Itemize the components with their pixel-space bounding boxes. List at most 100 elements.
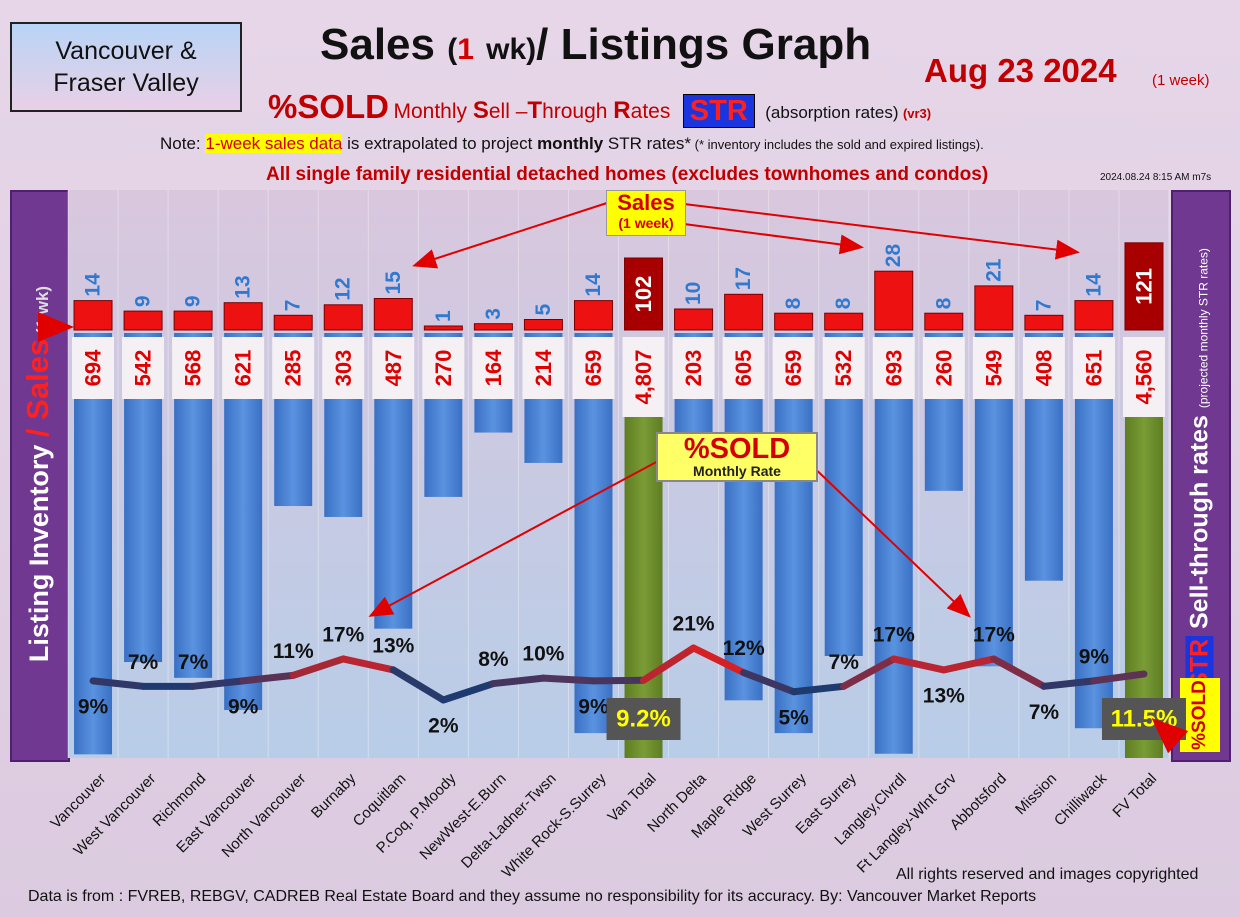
value-label: 532 — [831, 350, 856, 387]
pct-label: 9% — [228, 695, 259, 718]
value-label-box — [722, 337, 765, 399]
sales-label: 9 — [182, 295, 205, 307]
value-label-box — [172, 337, 215, 399]
sold-arrow-badge — [1151, 717, 1189, 754]
homes-line: All single family residential detached h… — [266, 164, 989, 185]
pct-label: 7% — [1029, 701, 1060, 724]
pct-label: 5% — [778, 706, 809, 729]
sold-line-segment — [89, 677, 147, 690]
sales-label: 7 — [282, 300, 305, 312]
value-label: 568 — [181, 350, 206, 387]
value-label: 164 — [481, 349, 506, 386]
x-tick-label: Chilliwack — [1051, 770, 1111, 830]
sold-line-segment — [790, 682, 848, 696]
value-label: 4,560 — [1131, 349, 1156, 404]
sales-bar — [273, 314, 313, 331]
note-line: Note: 1-week sales data is extrapolated … — [160, 134, 984, 153]
sold-arrow-right — [805, 459, 971, 618]
sales-label: 28 — [882, 244, 905, 268]
listing-bar — [574, 333, 613, 734]
pct-label: 7% — [178, 651, 209, 674]
str-badge: STR — [682, 94, 755, 128]
x-tick-label: Mission — [1012, 770, 1060, 818]
sales-bar — [1024, 314, 1064, 331]
sold-line-segment — [439, 680, 497, 704]
value-label: 487 — [381, 350, 406, 387]
sales-bar — [123, 310, 163, 331]
sales-label: 14 — [82, 273, 105, 297]
subtitle-sold: %SOLD — [268, 88, 390, 125]
value-label: 203 — [681, 350, 706, 387]
title-paren-open: ( — [447, 33, 458, 66]
value-label-box — [1122, 337, 1165, 417]
sold-line-segment — [740, 669, 798, 696]
value-label-box — [922, 337, 965, 399]
sales-bar — [473, 323, 513, 331]
sales-arrow-left — [412, 201, 611, 269]
sold-line-segment — [289, 655, 347, 679]
source-line: Data is from : FVREB, REBGV, CADREB Real… — [28, 888, 1037, 905]
sold-line-segment — [1090, 670, 1148, 685]
sales-label: 1 — [432, 310, 455, 322]
report-date: Aug 23 2024 — [924, 52, 1117, 89]
sales-bar — [573, 300, 613, 331]
value-label: 408 — [1031, 350, 1056, 387]
subtitle-rates: Monthly Sell –Through Rates — [393, 97, 671, 124]
value-label-box — [322, 337, 365, 399]
sales-annotation: Sales (1 week) — [606, 190, 686, 236]
pct-label: 17% — [873, 623, 915, 646]
note-highlight: 1-week sales data — [205, 134, 343, 153]
value-label: 659 — [581, 350, 606, 387]
value-label: 270 — [431, 350, 456, 387]
sales-label: 7 — [1032, 300, 1055, 312]
pct-label: 9% — [78, 695, 109, 718]
value-label: 694 — [81, 349, 106, 386]
sales-label: 9 — [132, 295, 155, 307]
pct-label: 12% — [723, 637, 765, 660]
value-label: 659 — [781, 350, 806, 387]
copyright: All rights reserved and images copyright… — [896, 866, 1199, 883]
listing-bar — [774, 333, 813, 734]
sold-line-segment — [940, 655, 998, 674]
sales-bar — [523, 319, 563, 331]
sales-bar — [974, 285, 1014, 331]
sales-bar — [423, 325, 463, 331]
chart-title: Sales (1 wk)/ Listings Graph — [320, 20, 871, 70]
value-label: 549 — [981, 350, 1006, 387]
pct-label: 17% — [973, 623, 1015, 646]
region-line1: Vancouver & — [55, 37, 197, 65]
value-label-box — [622, 337, 665, 417]
value-label-box — [972, 337, 1015, 399]
value-label-box — [372, 337, 415, 399]
pct-label: 21% — [673, 613, 715, 636]
title-unit: wk) — [486, 33, 537, 66]
sold-line-segment — [189, 677, 247, 690]
value-label: 542 — [131, 350, 156, 387]
left-axis-panel — [10, 190, 70, 762]
value-label: 4,807 — [631, 349, 656, 404]
sales-label: 12 — [332, 277, 355, 300]
sales-bar — [373, 298, 413, 331]
sold-line-segment — [640, 644, 698, 684]
pct-label: 9% — [1079, 645, 1110, 668]
value-label: 260 — [931, 350, 956, 387]
sold-line-segment — [1040, 677, 1098, 690]
sales-bar — [724, 293, 764, 331]
sales-label: 13 — [232, 275, 255, 298]
value-label: 285 — [281, 350, 306, 387]
x-tick-label: NewWest-E.Burn — [416, 770, 509, 863]
sold-line-segment — [539, 674, 597, 685]
absorption-text: (absorption rates) — [765, 103, 899, 122]
value-label-box — [872, 337, 915, 399]
sales-bar — [924, 312, 964, 331]
sold-line-segment — [389, 666, 447, 704]
pct-label: 7% — [829, 651, 860, 674]
sold-line-segment — [690, 644, 748, 677]
value-label: 693 — [881, 350, 906, 387]
pct-label: 13% — [372, 634, 414, 657]
pct-label: 10% — [522, 643, 564, 666]
value-label-box — [522, 337, 565, 399]
value-label: 214 — [531, 349, 556, 386]
sales-label: 15 — [382, 271, 405, 295]
